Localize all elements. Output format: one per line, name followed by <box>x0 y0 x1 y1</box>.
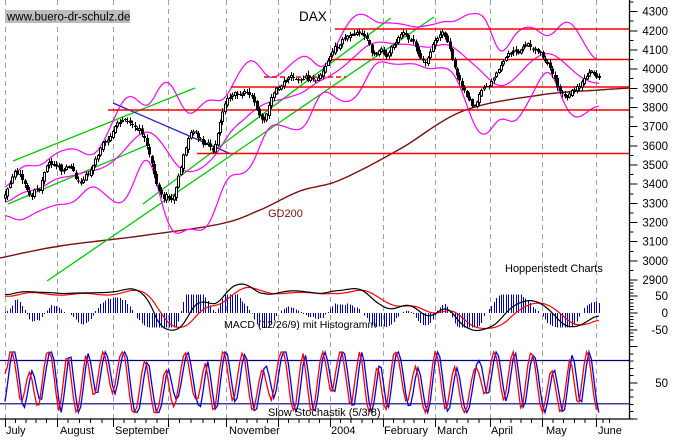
svg-text:4300: 4300 <box>642 7 668 19</box>
svg-text:March: March <box>437 425 468 437</box>
svg-text:April: April <box>491 425 513 437</box>
svg-text:3800: 3800 <box>642 103 668 115</box>
svg-text:3400: 3400 <box>642 179 668 191</box>
svg-text:2004: 2004 <box>331 425 355 437</box>
svg-text:August: August <box>60 425 94 437</box>
svg-text:50: 50 <box>655 291 668 303</box>
svg-text:February: February <box>384 425 429 437</box>
svg-text:3600: 3600 <box>642 141 668 153</box>
svg-text:MACD (12/26/9) mit Histogramm: MACD (12/26/9) mit Histogramm <box>224 319 377 331</box>
svg-text:3000: 3000 <box>642 256 668 268</box>
svg-text:3200: 3200 <box>642 218 668 230</box>
svg-text:3500: 3500 <box>642 160 668 172</box>
svg-text:4100: 4100 <box>642 45 668 57</box>
svg-text:3900: 3900 <box>642 83 668 95</box>
svg-text:3700: 3700 <box>642 122 668 134</box>
svg-text:Slow Stochastik (5/3/8): Slow Stochastik (5/3/8) <box>268 407 381 419</box>
svg-text:0: 0 <box>662 308 668 320</box>
svg-text:September: September <box>115 425 169 437</box>
svg-text:DAX: DAX <box>299 9 327 24</box>
svg-text:July: July <box>6 425 26 437</box>
svg-text:November: November <box>229 425 280 437</box>
svg-text:50: 50 <box>655 378 668 390</box>
svg-text:2900: 2900 <box>642 275 668 287</box>
svg-text:June: June <box>598 425 622 437</box>
svg-text:May: May <box>546 425 567 437</box>
svg-text:GD200: GD200 <box>268 208 303 220</box>
svg-text:4200: 4200 <box>642 26 668 38</box>
svg-text:www.buero-dr-schulz.de: www.buero-dr-schulz.de <box>6 12 130 24</box>
svg-text:3100: 3100 <box>642 237 668 249</box>
svg-text:-50: -50 <box>651 325 668 337</box>
svg-text:4000: 4000 <box>642 64 668 76</box>
svg-text:Hoppenstedt Charts: Hoppenstedt Charts <box>505 263 603 275</box>
svg-text:3300: 3300 <box>642 198 668 210</box>
